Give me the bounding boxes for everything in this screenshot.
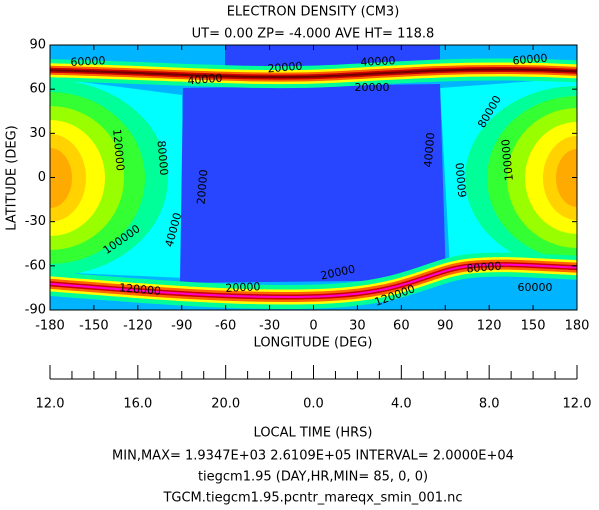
x-tick-label: -60 [215, 319, 236, 334]
contour-label: 120000 [110, 128, 127, 171]
footer-line: TGCM.tiegcm1.95.pcntr_mareqx_smin_001.nc [162, 491, 462, 506]
x-tick-label: 0 [309, 319, 317, 334]
contour-label: 60000 [518, 281, 553, 294]
x-tick-label: 60 [393, 319, 410, 334]
contour-label: 20000 [225, 280, 261, 295]
x2-tick-label: 12.0 [36, 397, 65, 412]
x-tick-label: 30 [349, 319, 366, 334]
contour-label: 40000 [422, 132, 438, 168]
y-tick-label: 90 [29, 38, 46, 53]
x-tick-label: 90 [437, 319, 454, 334]
x2-tick-label: 20.0 [211, 397, 240, 412]
x2-tick-label: 8.0 [479, 397, 500, 412]
y-tick-label: -30 [25, 214, 46, 229]
footer-line: MIN,MAX= 1.9347E+03 2.6109E+05 INTERVAL=… [112, 449, 514, 464]
y-tick-label: 0 [38, 170, 46, 185]
x-tick-label: -120 [123, 319, 153, 334]
chart-subtitle: UT= 0.00 ZP= -4.000 AVE HT= 118.8 [192, 27, 435, 42]
y-tick-label: -90 [25, 303, 46, 318]
contour-label: 120000 [119, 281, 162, 298]
x-tick-label: 120 [477, 319, 502, 334]
y-tick-label: -60 [25, 258, 46, 273]
contour-label: 40000 [360, 54, 396, 69]
contour-label: 60000 [70, 54, 106, 69]
x-tick-label: 150 [521, 319, 546, 334]
x-tick-label: -90 [171, 319, 192, 334]
x2-tick-label: 4.0 [391, 397, 412, 412]
footer-line: tiegcm1.95 (DAY,HR,MIN= 85, 0, 0) [198, 470, 428, 485]
y-tick-label: 30 [29, 126, 46, 141]
contour-label: 20000 [195, 169, 211, 205]
x-tick-label: -180 [35, 319, 65, 334]
y-axis-label: LATITUDE (DEG) [5, 125, 20, 230]
contour-label: 60000 [512, 52, 548, 68]
contour-label: 60000 [454, 162, 470, 198]
contour-label: 80000 [154, 140, 170, 176]
x-tick-label: -30 [259, 319, 280, 334]
contour-field [50, 45, 577, 310]
contour-label: 40000 [187, 72, 223, 88]
x-tick-label: 180 [565, 319, 590, 334]
x-tick-label: -150 [79, 319, 109, 334]
x2-tick-label: 0.0 [303, 397, 324, 412]
chart-title: ELECTRON DENSITY (CM3) [227, 5, 400, 20]
x2-tick-label: 16.0 [123, 397, 152, 412]
contour-label: 80000 [466, 260, 502, 276]
contour-label: 20000 [267, 60, 303, 76]
x2-tick-label: 12.0 [563, 397, 592, 412]
y-tick-label: 60 [29, 82, 46, 97]
contour-label: 20000 [355, 81, 390, 94]
x-axis-label: LONGITUDE (DEG) [254, 336, 373, 351]
x2-axis-label: LOCAL TIME (HRS) [254, 426, 373, 441]
contour-label: 100000 [499, 139, 516, 182]
